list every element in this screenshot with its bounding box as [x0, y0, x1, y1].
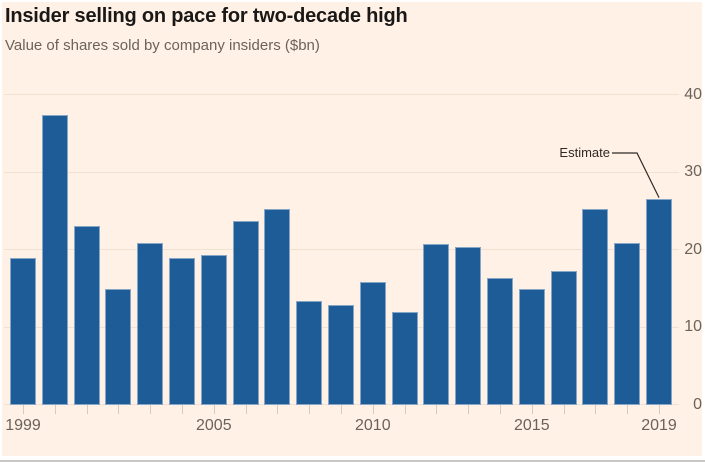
chart-title: Insider selling on pace for two-decade h…: [5, 5, 408, 27]
x-tick-2013: [468, 405, 470, 414]
bar-2003: [137, 242, 164, 405]
gridline-40: [4, 94, 679, 95]
x-tick-2004: [182, 405, 183, 414]
x-tick-2009: [341, 405, 342, 414]
bar-2019: [646, 198, 672, 405]
chart-subtitle: Value of shares sold by company insiders…: [5, 37, 320, 54]
bar-2001: [73, 225, 100, 405]
estimate-annotation-label: Estimate: [559, 145, 610, 160]
x-tick-2000: [54, 405, 56, 414]
x-tick-2012: [436, 405, 438, 414]
bar-2000: [41, 114, 68, 405]
y-axis-label-20: 20: [684, 240, 702, 258]
x-axis-label-2005: 2005: [196, 417, 232, 434]
bar-1999: [10, 258, 36, 405]
x-tick-2002: [118, 405, 120, 414]
bar-2011: [391, 311, 418, 405]
x-tick-2003: [150, 405, 152, 414]
x-axis-label-2010: 2010: [355, 417, 391, 434]
x-tick-2015: [531, 405, 533, 414]
bottom-edge-divider: [0, 460, 705, 462]
x-tick-2007: [277, 405, 279, 414]
bar-2004: [169, 258, 195, 405]
bar-2002: [105, 288, 132, 405]
x-tick-2001: [86, 405, 88, 414]
x-axis-label-2019: 2019: [641, 417, 677, 434]
x-tick-1999: [23, 405, 24, 414]
gridline-30: [4, 171, 679, 173]
x-tick-2019: [659, 405, 660, 414]
bar-2012: [423, 244, 450, 405]
bar-2005: [200, 255, 227, 405]
y-axis-label-10: 10: [684, 318, 702, 335]
bar-2010: [359, 282, 386, 405]
x-tick-2010: [372, 405, 374, 414]
x-tick-2005: [213, 405, 215, 414]
y-axis-label-40: 40: [684, 85, 702, 103]
bar-2015: [518, 288, 545, 405]
bar-2014: [487, 278, 513, 405]
x-tick-2011: [404, 405, 406, 414]
bar-2016: [550, 271, 577, 405]
gridline-20: [4, 249, 679, 250]
bar-2009: [328, 304, 354, 405]
bar-2017: [582, 208, 609, 405]
x-tick-2008: [309, 405, 311, 414]
bar-2013: [455, 247, 482, 405]
x-axis-label-2015: 2015: [514, 417, 550, 434]
x-tick-2016: [563, 405, 565, 414]
x-axis-label-1999: 1999: [5, 417, 41, 434]
bar-2008: [296, 300, 323, 405]
bar-2006: [232, 221, 259, 405]
x-tick-2006: [245, 405, 247, 414]
x-tick-2017: [595, 405, 597, 414]
bar-2018: [614, 242, 641, 405]
x-tick-2018: [627, 405, 629, 414]
y-axis-label-0: 0: [693, 395, 702, 413]
y-axis-label-30: 30: [684, 163, 702, 180]
x-tick-2014: [500, 405, 501, 414]
bar-2007: [264, 208, 291, 405]
